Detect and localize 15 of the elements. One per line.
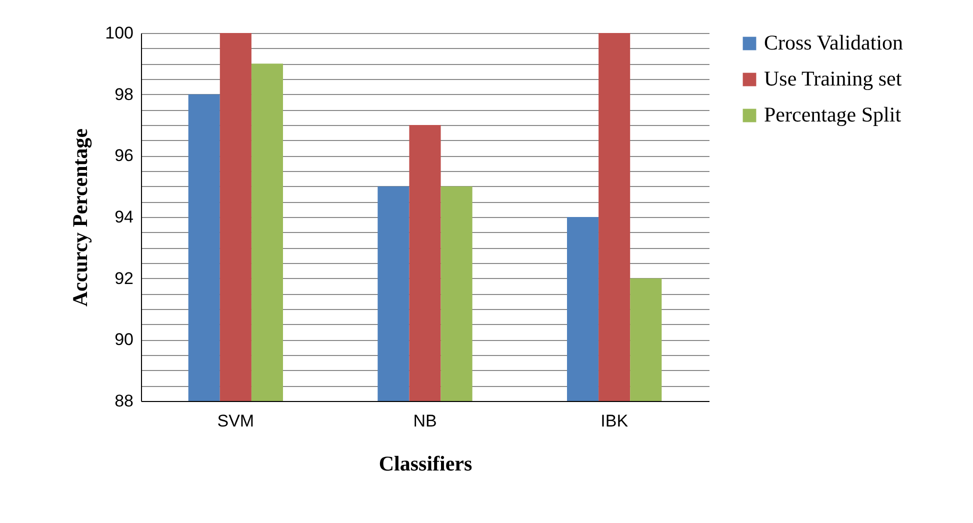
x-tick-label: NB: [413, 412, 437, 430]
x-tick-label: SVM: [217, 412, 254, 430]
y-tick-label: 92: [114, 268, 134, 288]
y-tick-label: 94: [114, 208, 134, 226]
legend-label: Percentage Split: [764, 102, 902, 126]
y-tick-label: 96: [114, 146, 134, 166]
y-axis-title: Accurcy Percentage: [68, 128, 92, 307]
legend-label: Cross Validation: [764, 30, 904, 54]
y-tick-label: 90: [114, 330, 134, 350]
x-tick-label: IBK: [600, 412, 629, 430]
x-axis-title: Classifiers: [378, 452, 472, 476]
y-tick-label: 98: [114, 84, 134, 104]
y-tick-label: 100: [105, 24, 134, 42]
legend-label: Use Training set: [764, 66, 902, 90]
y-tick-label: 88: [114, 392, 134, 410]
